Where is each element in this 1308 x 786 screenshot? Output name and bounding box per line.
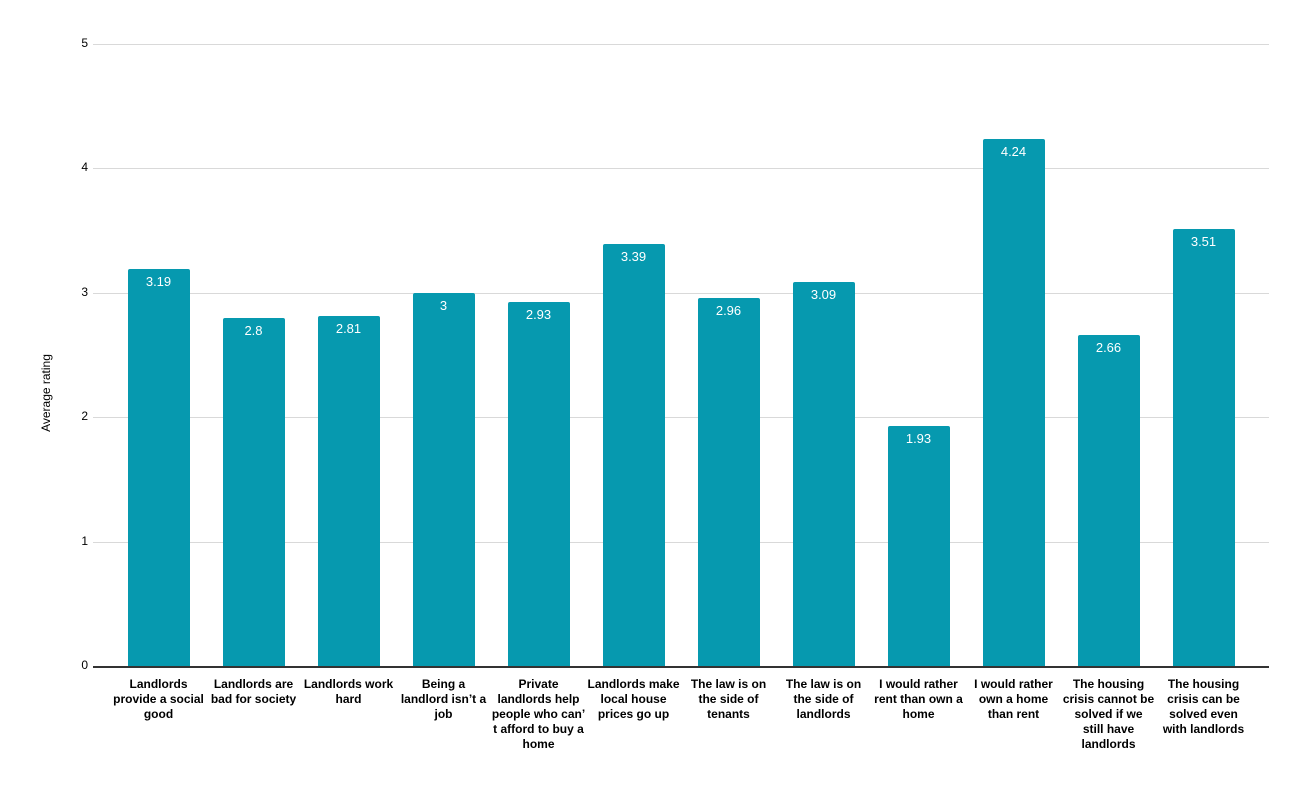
bar-value-label: 1.93 bbox=[905, 430, 932, 446]
bar bbox=[602, 244, 665, 666]
gridline bbox=[93, 168, 1269, 170]
x-category-label: Landlords work hard bbox=[303, 677, 394, 706]
bar-value-label: 3.39 bbox=[620, 249, 647, 265]
x-category-label: I would rather rent than own a home bbox=[874, 677, 963, 721]
bar bbox=[507, 301, 570, 666]
x-category-label: The law is on the side of landlords bbox=[785, 677, 862, 721]
bar-value-label: 3.51 bbox=[1190, 234, 1217, 250]
bar-value-label: 2.8 bbox=[244, 322, 263, 338]
y-tick-label: 2 bbox=[81, 409, 88, 424]
bar bbox=[887, 425, 950, 666]
bar bbox=[127, 269, 190, 666]
x-category-label: Landlords provide a social good bbox=[113, 677, 204, 721]
bar bbox=[1077, 335, 1140, 666]
bar bbox=[222, 317, 285, 666]
gridline bbox=[93, 44, 1269, 45]
x-category-label: Landlords make local house prices go up bbox=[587, 677, 680, 721]
bar bbox=[1172, 229, 1235, 666]
x-axis-baseline bbox=[93, 666, 1269, 668]
bar-value-label: 2.96 bbox=[715, 302, 742, 318]
bar bbox=[317, 316, 380, 666]
x-category-label: I would rather own a home than rent bbox=[974, 677, 1053, 721]
bar bbox=[697, 297, 760, 666]
gridline bbox=[93, 541, 1269, 543]
y-tick-label: 0 bbox=[81, 658, 88, 672]
bar-value-label: 2.93 bbox=[525, 306, 552, 322]
x-category-label: The law is on the side of tenants bbox=[690, 677, 767, 721]
gridline bbox=[93, 417, 1269, 419]
bar-value-label: 3.19 bbox=[145, 274, 172, 290]
bar bbox=[982, 138, 1045, 666]
y-tick-label: 3 bbox=[81, 284, 88, 299]
bar-value-label: 3 bbox=[439, 297, 448, 313]
bar bbox=[412, 292, 475, 666]
bar-value-label: 4.24 bbox=[1000, 143, 1027, 159]
gridline bbox=[93, 292, 1269, 294]
y-tick-label: 4 bbox=[81, 160, 88, 175]
bar-value-label: 2.66 bbox=[1095, 340, 1122, 356]
x-category-label: Being a landlord isn’t a job bbox=[400, 677, 487, 721]
x-category-label: The housing crisis can be solved even wi… bbox=[1162, 677, 1245, 736]
x-category-label: Private landlords help people who can’ t… bbox=[491, 677, 586, 751]
bar-value-label: 2.81 bbox=[335, 321, 362, 337]
y-tick-label: 1 bbox=[81, 533, 88, 548]
bar-value-label: 3.09 bbox=[810, 286, 837, 302]
x-category-label: Landlords are bad for society bbox=[210, 677, 297, 706]
y-tick-label: 5 bbox=[81, 36, 88, 50]
bar bbox=[792, 281, 855, 666]
x-category-label: The housing crisis cannot be solved if w… bbox=[1062, 677, 1155, 751]
